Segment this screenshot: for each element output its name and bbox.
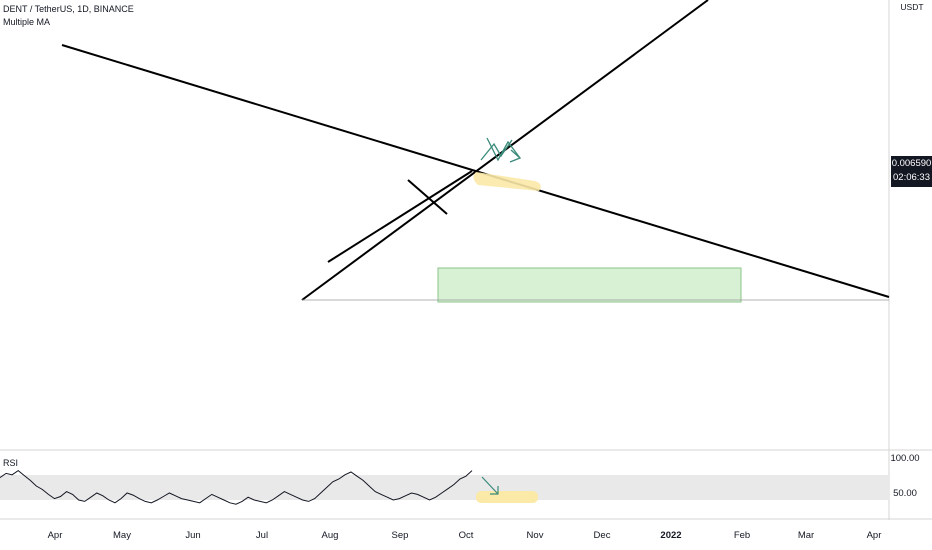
x-tick-label: Nov	[527, 530, 544, 541]
rsi-arrow[interactable]	[481, 476, 499, 495]
axis-unit: USDT	[900, 2, 924, 12]
x-tick-label: Feb	[734, 530, 750, 541]
rsi-highlight[interactable]	[476, 491, 538, 503]
highlight-zone[interactable]	[473, 172, 541, 191]
rsi-band	[0, 475, 889, 500]
x-tick-label: May	[113, 530, 131, 541]
projection-path[interactable]	[486, 137, 521, 162]
trendline[interactable]	[407, 179, 448, 215]
x-tick-label: Apr	[48, 530, 63, 541]
rsi-tick-label: 50.00	[893, 488, 917, 499]
trendline[interactable]	[327, 170, 473, 263]
rsi-axis-labels: 100.00 50.00	[890, 453, 919, 499]
projection-arrowhead[interactable]	[509, 149, 522, 163]
rsi-series	[0, 469, 473, 505]
target-zone[interactable]	[437, 267, 742, 303]
x-tick-label: Aug	[322, 530, 339, 541]
x-tick-label: Sep	[392, 530, 409, 541]
x-tick-label: Apr	[867, 530, 882, 541]
rsi-line	[0, 469, 473, 505]
x-tick-label: Mar	[798, 530, 814, 541]
symbol-title[interactable]: DENT / TetherUS, 1D, BINANCE	[3, 4, 134, 14]
rsi-arrow-head[interactable]	[490, 486, 499, 495]
x-tick-label: 2022	[660, 530, 681, 541]
x-axis-labels: Apr May Jun Jul Aug Sep Oct Nov Dec 2022 Feb Mar Apr	[48, 530, 882, 541]
projection-path[interactable]	[480, 139, 513, 161]
last-price: 0.006590	[891, 158, 932, 169]
bar-countdown: 02:06:33	[893, 172, 930, 183]
rsi-label[interactable]: RSI	[3, 458, 19, 468]
projection-arrows[interactable]	[480, 137, 522, 163]
x-tick-label: Jul	[256, 530, 268, 541]
x-tick-label: Jun	[185, 530, 200, 541]
last-price-tag: 0.006590 02:06:33	[891, 156, 932, 187]
rsi-arrow-shaft[interactable]	[481, 476, 499, 495]
x-tick-label: Dec	[594, 530, 611, 541]
indicator-label[interactable]: Multiple MA	[3, 17, 51, 27]
trendlines[interactable]	[61, 0, 890, 301]
rsi-tick-label: 100.00	[890, 453, 919, 464]
x-tick-label: Oct	[459, 530, 474, 541]
